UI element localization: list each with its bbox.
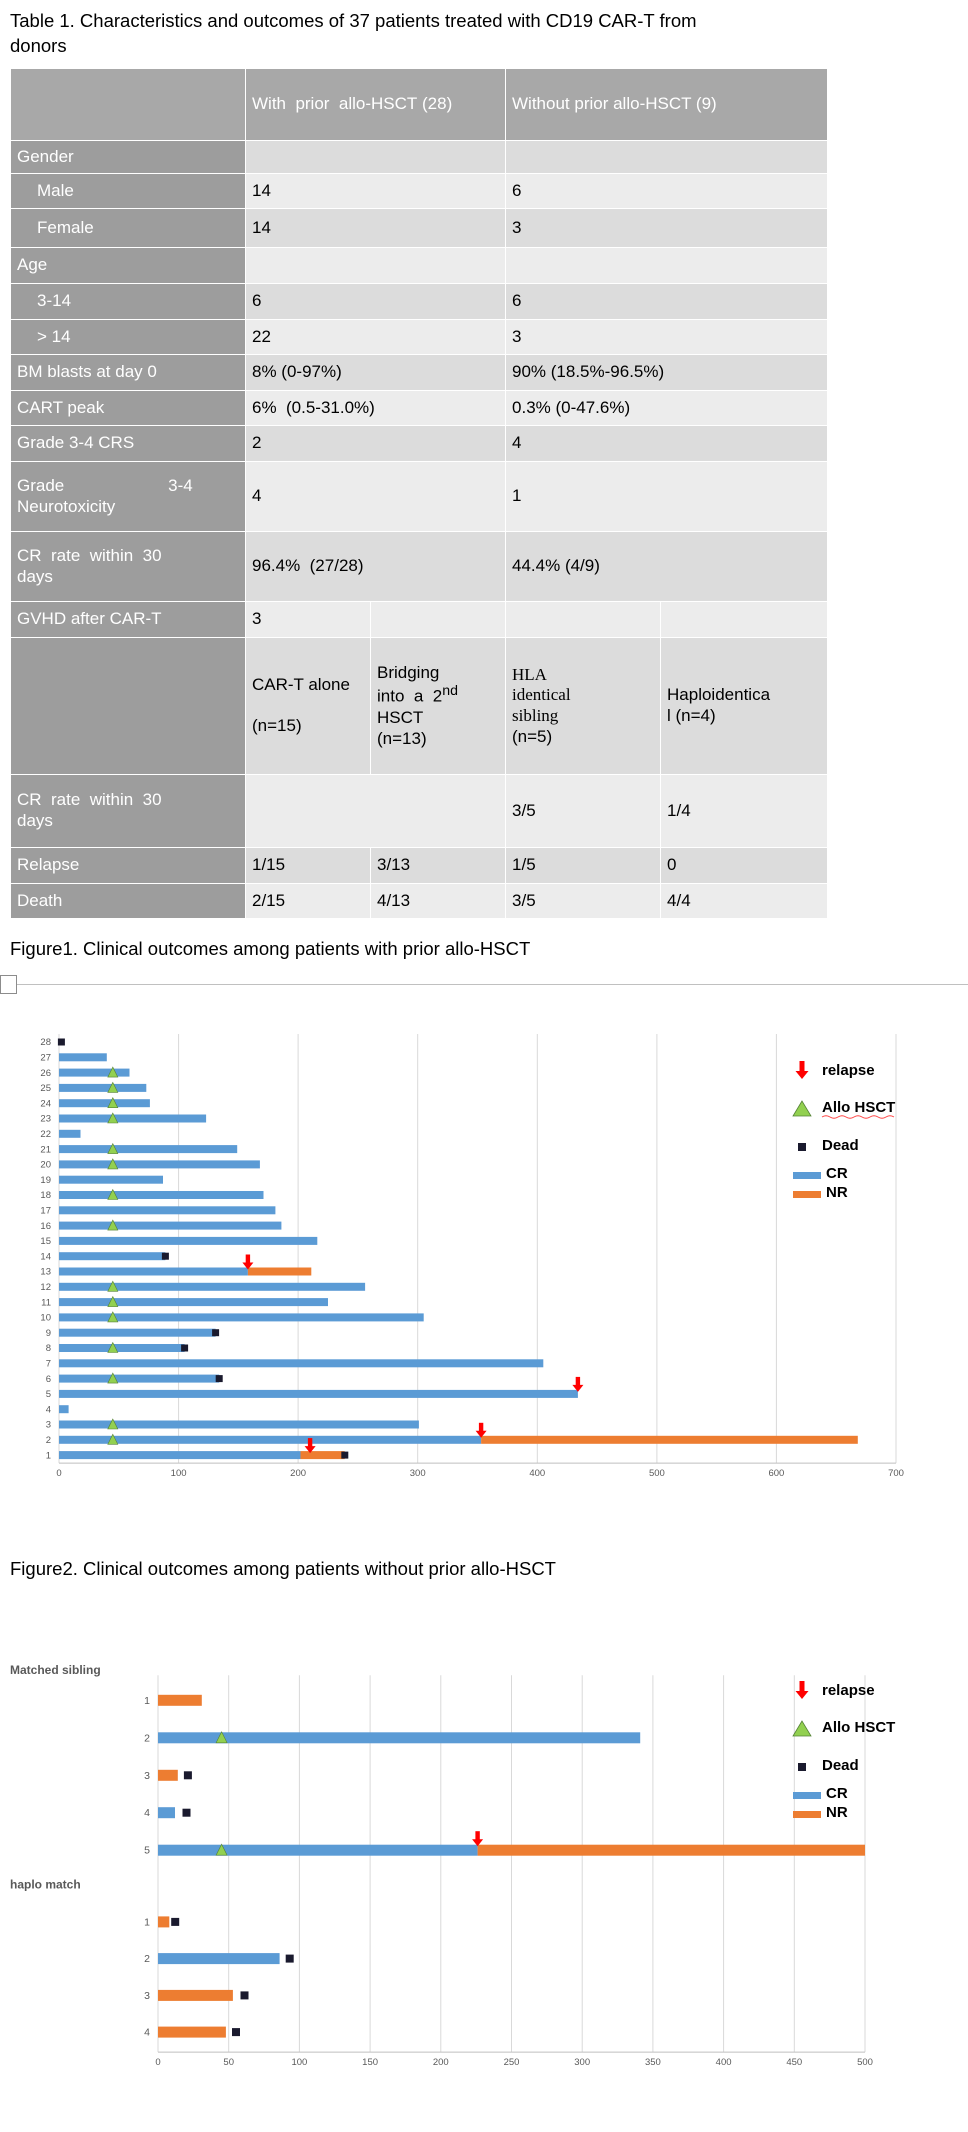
svg-text:22: 22 [40, 1129, 51, 1140]
svg-text:0: 0 [56, 1468, 61, 1479]
svg-text:28: 28 [40, 1037, 51, 1048]
svg-text:5: 5 [46, 1389, 51, 1400]
svg-text:700: 700 [888, 1468, 904, 1479]
svg-text:25: 25 [40, 1083, 51, 1094]
svg-text:18: 18 [40, 1190, 51, 1201]
svg-text:8: 8 [46, 1343, 51, 1354]
svg-text:350: 350 [645, 2057, 661, 2068]
svg-text:100: 100 [171, 1468, 187, 1479]
svg-text:Dead: Dead [822, 1757, 859, 1774]
svg-text:CR: CR [826, 1165, 848, 1182]
svg-text:50: 50 [223, 2057, 234, 2068]
svg-text:13: 13 [40, 1267, 51, 1278]
svg-text:200: 200 [433, 2057, 449, 2068]
svg-text:7: 7 [46, 1359, 51, 1370]
svg-text:12: 12 [40, 1282, 51, 1293]
svg-text:relapse: relapse [822, 1062, 875, 1079]
svg-text:27: 27 [40, 1053, 51, 1064]
svg-text:9: 9 [46, 1328, 51, 1339]
svg-text:500: 500 [857, 2057, 873, 2068]
svg-text:3: 3 [144, 1990, 150, 2002]
svg-text:150: 150 [362, 2057, 378, 2068]
svg-text:300: 300 [410, 1468, 426, 1479]
svg-text:15: 15 [40, 1236, 51, 1247]
svg-text:4: 4 [46, 1404, 51, 1415]
svg-text:Allo HSCT: Allo HSCT [822, 1719, 895, 1736]
svg-text:200: 200 [290, 1468, 306, 1479]
svg-text:4: 4 [144, 1807, 150, 1819]
svg-text:450: 450 [786, 2057, 802, 2068]
svg-text:Matched sibling: Matched sibling [10, 1663, 101, 1677]
svg-text:16: 16 [40, 1221, 51, 1232]
svg-text:NR: NR [826, 1184, 848, 1201]
svg-text:NR: NR [826, 1804, 848, 1821]
svg-text:0: 0 [155, 2057, 160, 2068]
svg-text:21: 21 [40, 1144, 51, 1155]
svg-text:1: 1 [46, 1450, 51, 1461]
svg-text:24: 24 [40, 1098, 51, 1109]
svg-text:2: 2 [46, 1435, 51, 1446]
svg-text:6: 6 [46, 1374, 51, 1385]
svg-text:3: 3 [46, 1420, 51, 1431]
svg-text:2: 2 [144, 1732, 150, 1744]
svg-text:5: 5 [144, 1845, 150, 1857]
svg-text:2: 2 [144, 1953, 150, 1965]
svg-text:400: 400 [716, 2057, 732, 2068]
svg-text:500: 500 [649, 1468, 665, 1479]
svg-text:10: 10 [40, 1313, 51, 1324]
svg-text:haplo match: haplo match [10, 1877, 81, 1891]
svg-text:14: 14 [40, 1251, 51, 1262]
svg-text:Allo HSCT: Allo HSCT [822, 1099, 895, 1116]
svg-text:19: 19 [40, 1175, 51, 1186]
svg-text:11: 11 [41, 1297, 51, 1308]
svg-text:relapse: relapse [822, 1682, 875, 1699]
svg-text:20: 20 [40, 1160, 51, 1171]
svg-text:250: 250 [504, 2057, 520, 2068]
svg-text:600: 600 [768, 1468, 784, 1479]
svg-text:400: 400 [529, 1468, 545, 1479]
svg-text:4: 4 [144, 2027, 150, 2039]
svg-text:300: 300 [574, 2057, 590, 2068]
svg-text:CR: CR [826, 1785, 848, 1802]
svg-text:17: 17 [40, 1206, 51, 1217]
svg-text:100: 100 [291, 2057, 307, 2068]
svg-text:1: 1 [144, 1695, 150, 1707]
svg-text:23: 23 [40, 1114, 51, 1125]
svg-text:Dead: Dead [822, 1137, 859, 1154]
svg-text:3: 3 [144, 1770, 150, 1782]
svg-text:1: 1 [144, 1916, 150, 1928]
svg-text:26: 26 [40, 1068, 51, 1079]
